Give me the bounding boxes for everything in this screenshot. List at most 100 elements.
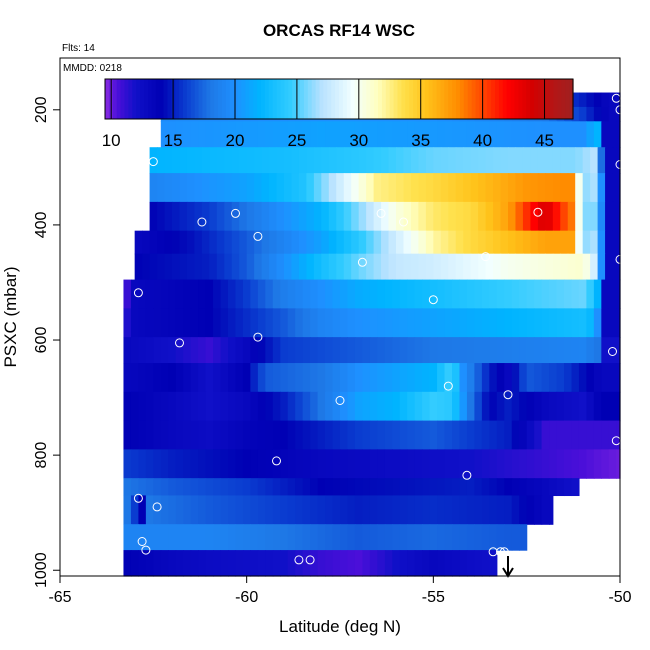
heatmap-cell	[485, 173, 494, 203]
heatmap-cell	[295, 495, 304, 525]
heatmap-cell	[280, 550, 289, 577]
heatmap-cell	[257, 478, 266, 497]
heatmap-cell	[220, 391, 229, 422]
heatmap-cell	[593, 308, 602, 338]
heatmap-cell	[444, 478, 453, 497]
colorbar-tick-label: 10	[102, 131, 121, 150]
colorbar-segment	[432, 79, 438, 119]
heatmap-cell	[418, 230, 427, 255]
heatmap-cell	[250, 391, 259, 422]
heatmap-cell	[328, 147, 337, 174]
heatmap-cell	[493, 253, 502, 281]
heatmap-cell	[437, 495, 446, 525]
heatmap-cell	[328, 253, 337, 281]
heatmap-cell	[198, 308, 207, 338]
colorbar-segment	[475, 79, 480, 119]
heatmap-cell	[511, 279, 520, 309]
heatmap-cell	[157, 230, 166, 255]
heatmap-cell	[358, 253, 367, 281]
data-point	[197, 217, 207, 227]
heatmap-cell	[459, 363, 468, 393]
heatmap-cell	[455, 253, 464, 281]
heatmap-cell	[455, 173, 464, 203]
heatmap-cell	[444, 279, 453, 309]
heatmap-cell	[284, 230, 293, 255]
heatmap-cell	[403, 147, 412, 174]
heatmap-cell	[586, 391, 595, 422]
heatmap-cell	[242, 391, 251, 422]
heatmap-cell	[145, 550, 154, 577]
heatmap-cell	[231, 253, 240, 281]
heatmap-cell	[567, 201, 576, 232]
heatmap-cell	[291, 173, 300, 203]
heatmap-cell	[242, 478, 251, 497]
heatmap-cell	[123, 363, 132, 393]
heatmap-cell	[332, 449, 341, 479]
heatmap-cell	[478, 147, 487, 174]
heatmap-cell	[590, 147, 599, 174]
heatmap-cell	[239, 147, 248, 174]
heatmap-cell	[287, 308, 296, 338]
heatmap-cell	[616, 420, 621, 450]
heatmap-cell	[130, 337, 139, 364]
heatmap-cell	[601, 337, 610, 364]
heatmap-cell	[149, 230, 158, 255]
heatmap-cell	[280, 308, 289, 338]
heatmap-cell	[228, 337, 237, 364]
heatmap-cell	[373, 173, 382, 203]
heatmap-cell	[280, 449, 289, 479]
heatmap-cell	[257, 524, 266, 551]
heatmap-cell	[571, 391, 580, 422]
heatmap-cell	[317, 495, 326, 525]
heatmap-cell	[354, 524, 363, 551]
heatmap-cell	[336, 253, 345, 281]
heatmap-cell	[130, 478, 139, 497]
heatmap-cell	[340, 524, 349, 551]
heatmap-cell	[384, 391, 393, 422]
heatmap-cell	[500, 230, 509, 255]
heatmap-cell	[410, 173, 419, 203]
heatmap-cell	[160, 308, 169, 338]
heatmap-cell	[284, 173, 293, 203]
heatmap-cell	[530, 147, 539, 174]
heatmap-cell	[336, 230, 345, 255]
heatmap-cell	[459, 121, 468, 148]
heatmap-cell	[414, 308, 423, 338]
heatmap-cell	[478, 230, 487, 255]
heatmap-cell	[347, 449, 356, 479]
heatmap-cell	[332, 524, 341, 551]
heatmap-cell	[504, 363, 513, 393]
heatmap-cell	[567, 230, 576, 255]
heatmap-cell	[422, 420, 431, 450]
heatmap-cell	[257, 391, 266, 422]
heatmap-cell	[179, 147, 188, 174]
colorbar-segment	[190, 79, 196, 119]
heatmap-cell	[254, 253, 263, 281]
heatmap-cell	[265, 550, 274, 577]
heatmap-cell	[474, 308, 483, 338]
heatmap-cell	[340, 337, 349, 364]
colorbar-segment	[128, 79, 133, 119]
heatmap-cell	[261, 147, 270, 174]
heatmap-cell	[317, 478, 326, 497]
heatmap-cell	[298, 201, 307, 232]
colorbar-segment	[261, 79, 266, 119]
heatmap-cell	[444, 337, 453, 364]
heatmap-cell	[336, 173, 345, 203]
heatmap-cell	[407, 391, 416, 422]
heatmap-cell	[608, 337, 617, 364]
heatmap-cell	[179, 173, 188, 203]
heatmap-cell	[549, 449, 558, 479]
colorbar-segment	[206, 79, 211, 119]
colorbar-segment	[339, 79, 344, 119]
heatmap-cell	[541, 391, 550, 422]
heatmap-cell	[508, 201, 517, 232]
heatmap-cell	[437, 363, 446, 393]
heatmap-cell	[466, 478, 475, 497]
heatmap-cell	[354, 420, 363, 450]
heatmap-cell	[440, 253, 449, 281]
heatmap-cell	[564, 337, 573, 364]
heatmap-cell	[205, 337, 214, 364]
heatmap-cell	[228, 363, 237, 393]
heatmap-cell	[608, 279, 617, 309]
